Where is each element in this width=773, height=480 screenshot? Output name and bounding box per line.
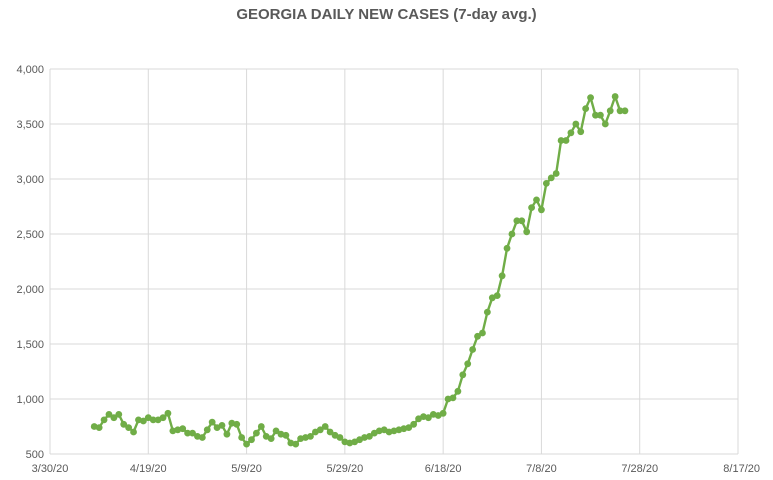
data-point — [533, 196, 540, 204]
data-point — [464, 360, 472, 368]
data-point — [105, 411, 113, 418]
data-point — [184, 429, 192, 437]
data-point — [459, 371, 467, 379]
data-point — [616, 107, 624, 115]
x-tick-label: 7/8/20 — [526, 463, 557, 475]
data-point — [130, 428, 137, 436]
x-tick-label: 7/28/20 — [621, 463, 658, 475]
data-point — [474, 332, 481, 340]
data-point — [326, 428, 334, 436]
data-point — [253, 429, 260, 437]
data-point — [243, 440, 250, 448]
data-point — [439, 409, 447, 417]
data-point — [538, 206, 545, 214]
data-point — [307, 433, 314, 440]
data-point — [582, 105, 590, 112]
x-axis-tick-labels: 3/30/20 4/19/20 5/9/20 5/29/20 6/18/20 7/8/20… — [32, 463, 760, 475]
data-point — [179, 425, 187, 433]
y-tick-label: 1,500 — [16, 339, 44, 351]
data-point — [479, 329, 486, 337]
data-point — [611, 93, 619, 100]
data-point — [233, 420, 241, 428]
data-point — [292, 440, 300, 448]
data-point — [592, 111, 599, 119]
y-tick-label: 3,500 — [16, 119, 44, 131]
data-point — [272, 427, 280, 435]
data-point — [508, 230, 516, 238]
y-tick-label: 500 — [26, 449, 44, 461]
data-point — [562, 137, 570, 144]
data-point — [601, 120, 609, 128]
x-tick-label: 5/9/20 — [231, 463, 262, 475]
data-point — [164, 409, 172, 417]
data-point — [218, 422, 226, 429]
data-point — [110, 414, 118, 422]
data-point — [523, 228, 531, 236]
x-tick-label: 6/18/20 — [425, 463, 462, 475]
data-point — [149, 416, 157, 424]
data-point — [366, 433, 373, 440]
data-point — [257, 423, 265, 430]
data-point — [469, 346, 477, 353]
data-point — [336, 434, 344, 441]
data-point — [100, 416, 108, 424]
data-point — [410, 420, 418, 428]
data-point — [577, 128, 585, 136]
x-tick-label: 8/17/20 — [723, 463, 760, 475]
data-point — [425, 414, 432, 422]
y-tick-label: 1,000 — [16, 394, 44, 406]
data-point — [621, 107, 629, 115]
gridlines — [49, 68, 739, 455]
data-point — [267, 435, 275, 442]
data-point — [95, 424, 103, 431]
data-point — [405, 424, 413, 431]
data-point — [483, 308, 491, 316]
series-cases-7day-avg — [90, 93, 629, 448]
data-point — [572, 120, 580, 128]
series-line — [93, 95, 625, 446]
x-tick-label: 4/19/20 — [130, 463, 167, 475]
data-point — [503, 244, 511, 252]
data-point — [552, 170, 560, 177]
data-point — [159, 414, 167, 422]
y-axis-tick-labels: 500 1,000 1,500 2,000 2,500 3,000 3,500 4,000 — [16, 64, 44, 461]
data-point — [498, 272, 506, 280]
data-point — [208, 418, 216, 426]
data-point — [316, 426, 324, 434]
data-point — [203, 426, 211, 434]
data-point — [513, 217, 521, 225]
data-point — [321, 423, 329, 430]
x-tick-label: 3/30/20 — [32, 463, 69, 475]
y-tick-label: 2,500 — [16, 229, 44, 241]
x-tick-label: 5/29/20 — [327, 463, 364, 475]
data-point — [567, 129, 575, 137]
data-point — [120, 420, 128, 428]
data-point — [597, 111, 604, 119]
data-point — [528, 204, 535, 212]
y-tick-label: 4,000 — [16, 64, 44, 76]
data-point — [223, 430, 231, 438]
y-tick-label: 3,000 — [16, 174, 44, 186]
data-point — [115, 411, 123, 418]
data-point — [238, 434, 246, 441]
data-point — [542, 180, 550, 187]
data-point — [282, 431, 290, 439]
data-point — [198, 434, 206, 441]
data-point — [139, 417, 147, 425]
data-point — [189, 429, 196, 437]
y-tick-label: 2,000 — [16, 284, 44, 296]
data-point — [493, 292, 501, 299]
data-point — [449, 394, 457, 402]
chart-title: GEORGIA DAILY NEW CASES (7-day avg.) — [236, 6, 537, 23]
data-point — [587, 94, 594, 101]
data-point — [125, 424, 133, 431]
data-point — [547, 174, 555, 182]
data-point — [248, 436, 255, 444]
data-point — [518, 217, 526, 225]
data-point — [557, 137, 565, 144]
data-point — [606, 107, 614, 115]
data-point — [454, 387, 462, 395]
